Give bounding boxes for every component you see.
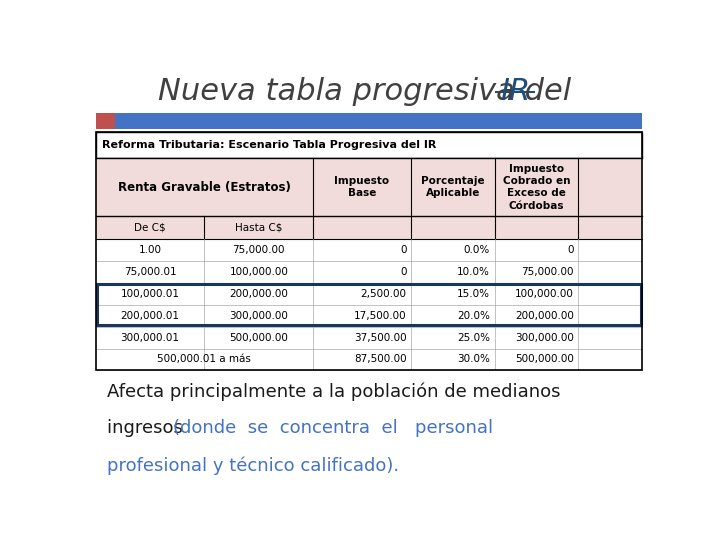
Text: Renta Gravable (Estratos): Renta Gravable (Estratos): [118, 181, 291, 194]
Text: 17,500.00: 17,500.00: [354, 310, 406, 321]
FancyBboxPatch shape: [115, 113, 642, 129]
Text: Reforma Tributaria: Escenario Tabla Progresiva del IR: Reforma Tributaria: Escenario Tabla Prog…: [102, 140, 436, 150]
Text: 200,000.01: 200,000.01: [120, 310, 179, 321]
Text: 100,000.00: 100,000.00: [230, 267, 288, 277]
Text: 500,000.01 a más: 500,000.01 a más: [158, 354, 251, 364]
Text: 500,000.00: 500,000.00: [515, 354, 574, 364]
Text: 200,000.00: 200,000.00: [230, 289, 288, 299]
Text: Impuesto
Base: Impuesto Base: [335, 176, 390, 198]
FancyBboxPatch shape: [96, 283, 642, 305]
Text: 1.00: 1.00: [138, 245, 161, 255]
Text: 300,000.00: 300,000.00: [515, 333, 574, 342]
Text: IR: IR: [500, 77, 531, 106]
Text: 300,000.00: 300,000.00: [230, 310, 288, 321]
FancyBboxPatch shape: [96, 113, 115, 129]
Text: 0: 0: [400, 245, 406, 255]
Text: (donde  se  concentra  el   personal: (donde se concentra el personal: [173, 420, 492, 437]
Text: 75,000.00: 75,000.00: [233, 245, 285, 255]
Text: 100,000.01: 100,000.01: [120, 289, 179, 299]
Text: profesional y técnico calificado).: profesional y técnico calificado).: [107, 456, 399, 475]
Text: Hasta C$: Hasta C$: [235, 222, 282, 233]
Text: 0: 0: [567, 245, 574, 255]
FancyBboxPatch shape: [96, 261, 642, 283]
Text: 100,000.00: 100,000.00: [515, 289, 574, 299]
Text: 30.0%: 30.0%: [457, 354, 490, 364]
FancyBboxPatch shape: [96, 327, 642, 348]
FancyBboxPatch shape: [96, 305, 642, 327]
Text: 87,500.00: 87,500.00: [354, 354, 406, 364]
FancyBboxPatch shape: [96, 239, 642, 261]
Text: Porcentaje
Aplicable: Porcentaje Aplicable: [421, 176, 485, 198]
Text: 20.0%: 20.0%: [457, 310, 490, 321]
FancyBboxPatch shape: [96, 217, 642, 239]
Text: De C$: De C$: [134, 222, 166, 233]
FancyBboxPatch shape: [96, 132, 642, 158]
Text: ingresos: ingresos: [107, 420, 194, 437]
Text: 0: 0: [400, 267, 406, 277]
Text: 500,000.00: 500,000.00: [230, 333, 288, 342]
Text: 75,000.01: 75,000.01: [124, 267, 176, 277]
Text: Nueva tabla progresiva del: Nueva tabla progresiva del: [158, 77, 580, 106]
FancyBboxPatch shape: [96, 158, 642, 217]
Text: 300,000.01: 300,000.01: [120, 333, 179, 342]
Text: Impuesto
Cobrado en
Exceso de
Córdobas: Impuesto Cobrado en Exceso de Córdobas: [503, 164, 570, 211]
Text: 0.0%: 0.0%: [464, 245, 490, 255]
Text: 2,500.00: 2,500.00: [361, 289, 406, 299]
Text: 75,000.00: 75,000.00: [521, 267, 574, 277]
Text: 15.0%: 15.0%: [457, 289, 490, 299]
Text: 37,500.00: 37,500.00: [354, 333, 406, 342]
Text: 200,000.00: 200,000.00: [515, 310, 574, 321]
Text: 10.0%: 10.0%: [457, 267, 490, 277]
Text: 25.0%: 25.0%: [457, 333, 490, 342]
FancyBboxPatch shape: [96, 348, 642, 370]
Text: Afecta principalmente a la población de medianos: Afecta principalmente a la población de …: [107, 383, 560, 401]
